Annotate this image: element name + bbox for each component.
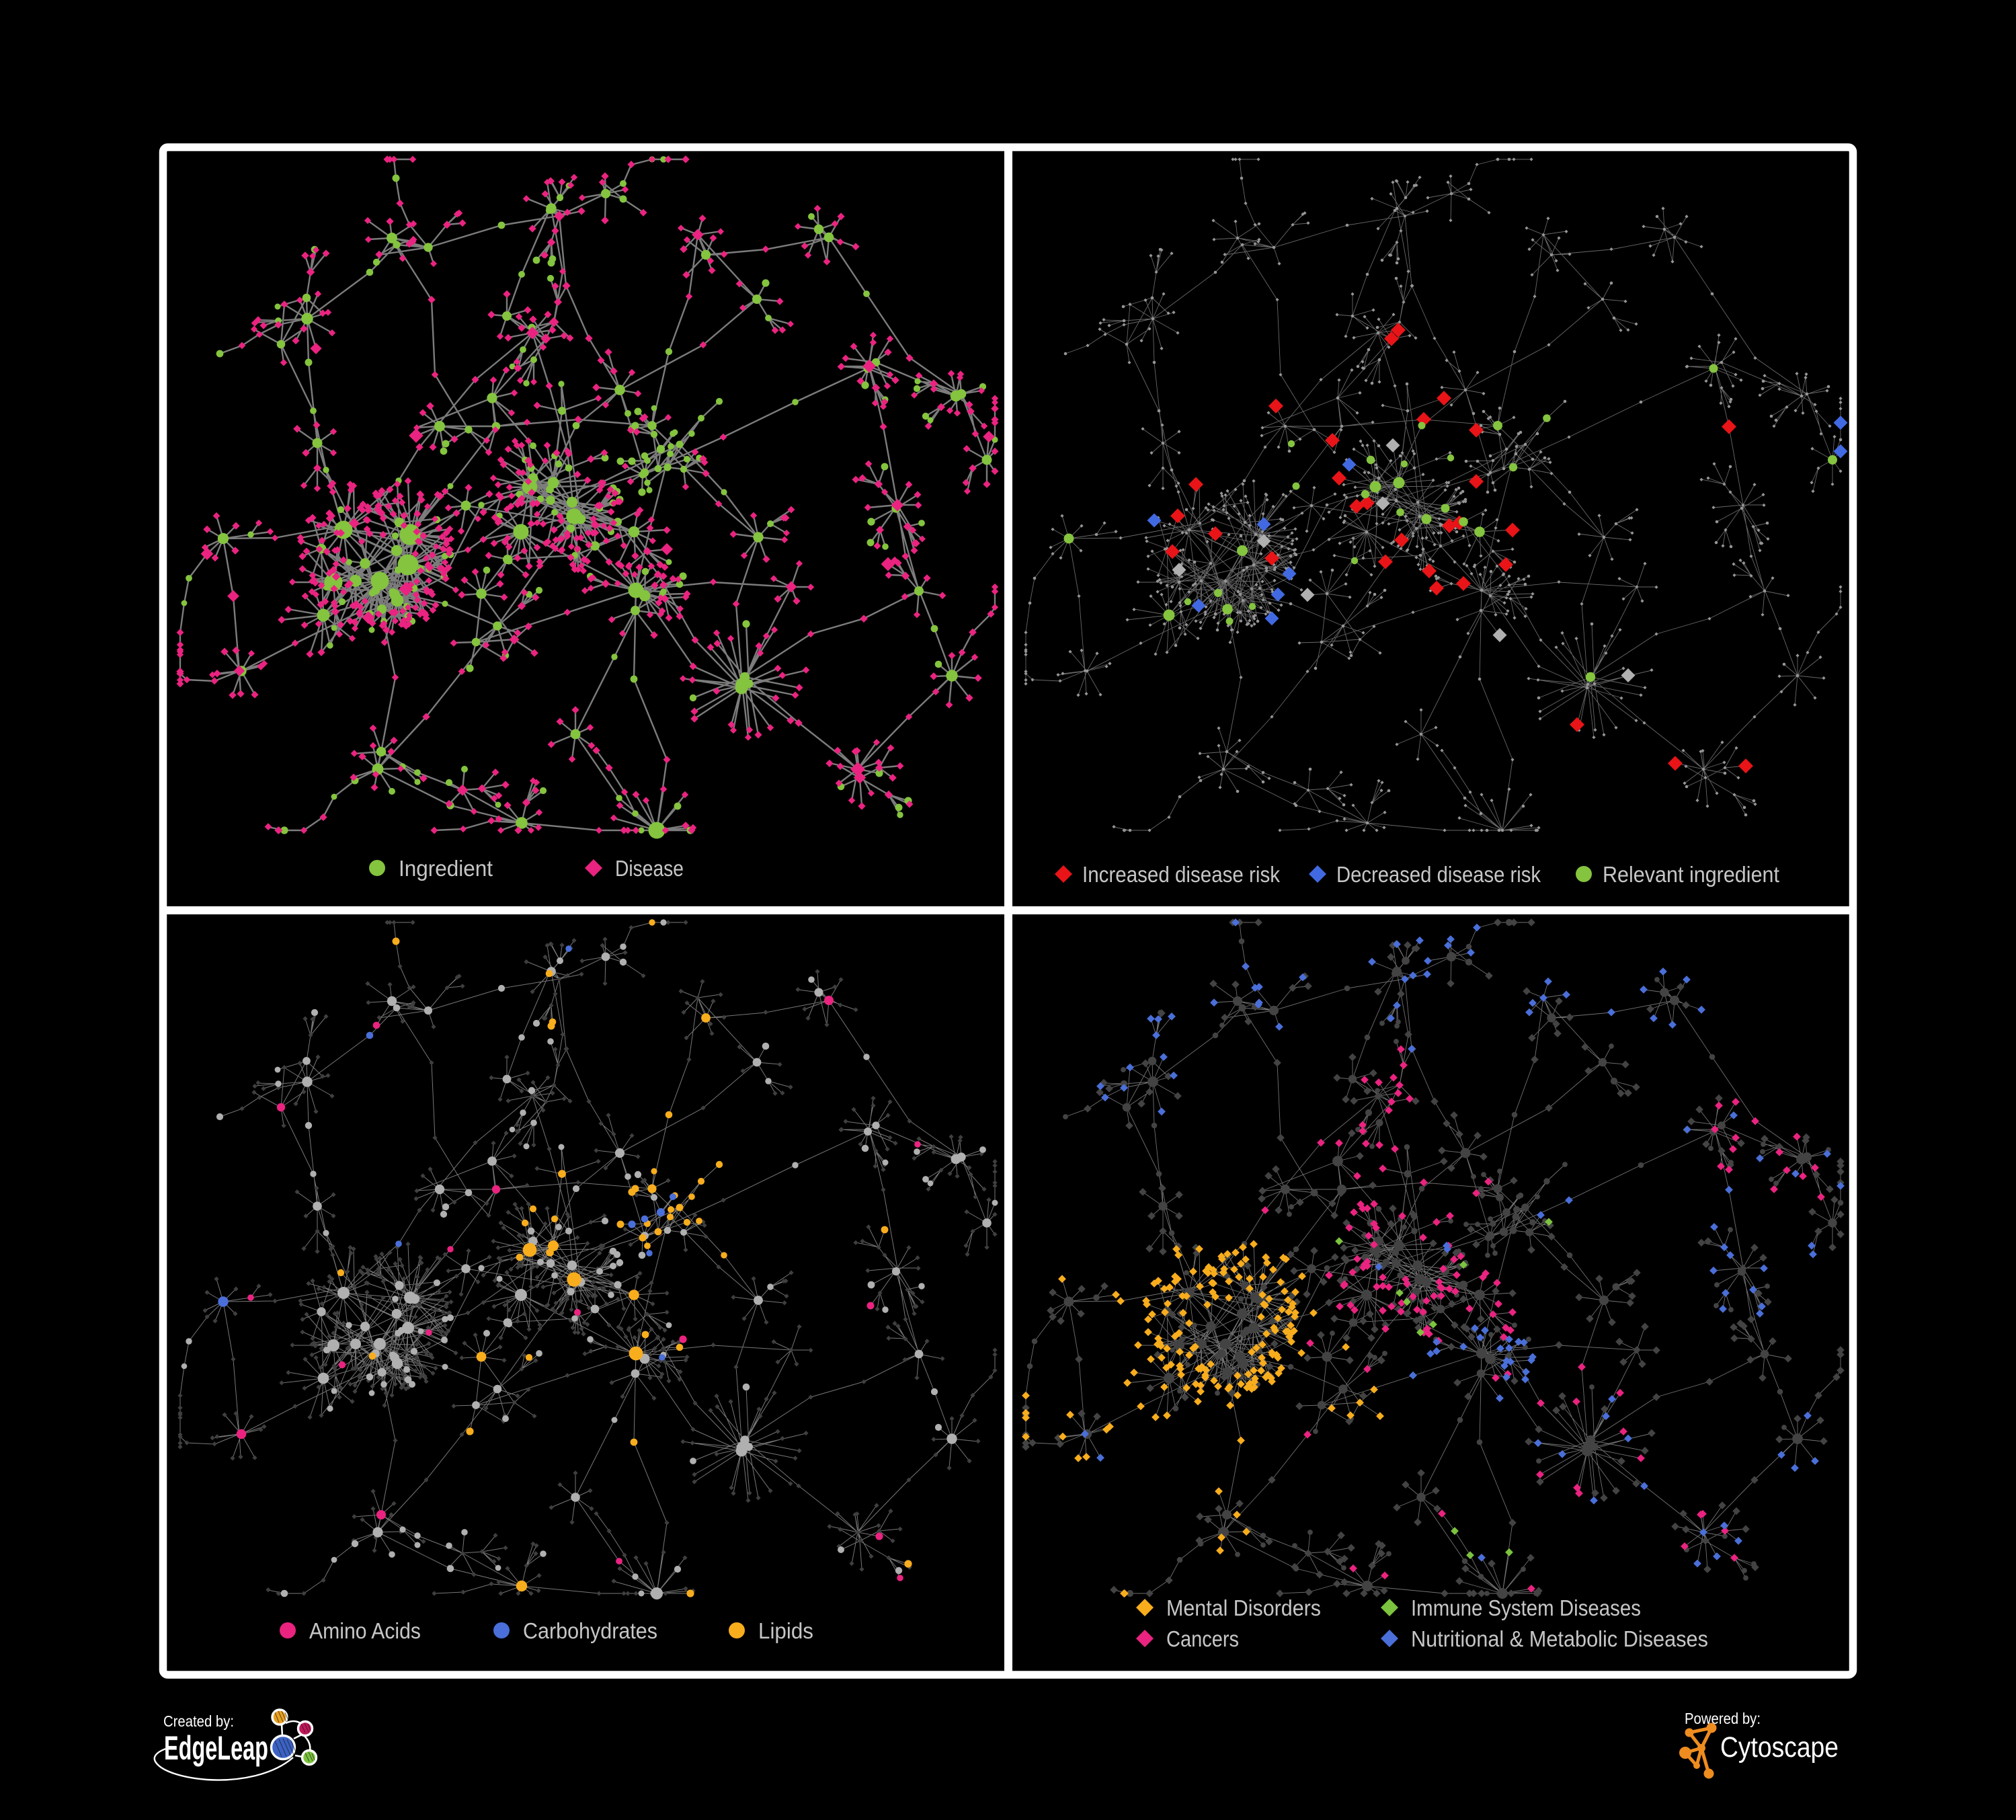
svg-text:Cancers: Cancers xyxy=(1166,1626,1239,1651)
svg-text:EdgeLeap: EdgeLeap xyxy=(164,1729,268,1767)
svg-text:Ingredient: Ingredient xyxy=(399,856,493,881)
svg-text:Cytoscape: Cytoscape xyxy=(1720,1731,1839,1764)
svg-text:Nutritional & Metabolic Diseas: Nutritional & Metabolic Diseases xyxy=(1411,1626,1708,1651)
svg-text:Disease: Disease xyxy=(615,856,684,881)
svg-text:Immune System Diseases: Immune System Diseases xyxy=(1411,1595,1641,1620)
svg-text:Decreased disease risk: Decreased disease risk xyxy=(1336,862,1541,887)
svg-text:Carbohydrates: Carbohydrates xyxy=(523,1618,657,1643)
svg-text:Powered by:: Powered by: xyxy=(1685,1710,1761,1727)
svg-text:Created by:: Created by: xyxy=(163,1712,234,1730)
svg-text:Relevant ingredient: Relevant ingredient xyxy=(1603,862,1779,887)
svg-text:Lipids: Lipids xyxy=(758,1618,813,1643)
svg-text:Amino Acids: Amino Acids xyxy=(309,1618,421,1643)
svg-text:Mental Disorders: Mental Disorders xyxy=(1166,1595,1321,1620)
svg-text:Increased disease risk: Increased disease risk xyxy=(1082,862,1280,887)
